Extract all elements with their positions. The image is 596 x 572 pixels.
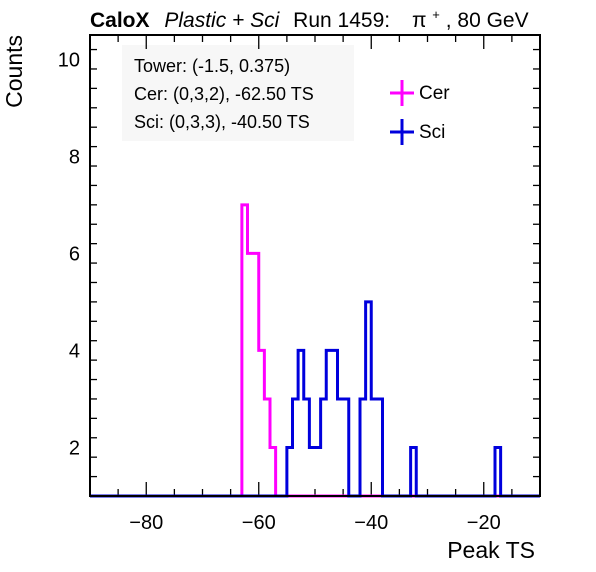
title-brand: CaloX: [90, 9, 150, 32]
x-axis-title: Peak TS: [447, 537, 535, 563]
title-particle-charge: +: [432, 7, 440, 22]
y-tick-label: 10: [58, 49, 80, 71]
y-tick-label: 4: [69, 340, 80, 362]
x-tick-label: −40: [354, 512, 388, 534]
histogram-series: [90, 203, 540, 498]
series-sci-line: [90, 300, 540, 498]
title-particle: π: [412, 9, 427, 32]
y-axis-title: Counts: [1, 35, 27, 108]
legend-sci-label: Sci: [419, 122, 445, 143]
title-run: Run 1459:: [293, 9, 390, 32]
legend: Cer Sci: [390, 80, 450, 145]
title-energy: , 80 GeV: [446, 9, 529, 32]
info-sci: Sci: (0,3,3), -40.50 TS: [134, 112, 310, 132]
info-tower: Tower: (-1.5, 0.375): [134, 56, 290, 76]
legend-cer-label: Cer: [419, 83, 450, 104]
y-tick-label: 2: [69, 437, 80, 459]
info-cer: Cer: (0,3,2), -62.50 TS: [134, 84, 314, 104]
series-cer-line: [90, 203, 540, 498]
legend-entry-sci: Sci: [390, 119, 445, 145]
x-tick-label: −20: [467, 512, 501, 534]
legend-entry-cer: Cer: [390, 80, 450, 106]
chart-title: CaloX Plastic + Sci Run 1459: π + , 80 G…: [90, 1, 529, 32]
x-tick-label: −80: [129, 512, 163, 534]
y-tick-label: 6: [69, 243, 80, 265]
x-tick-label: −60: [242, 512, 276, 534]
info-box: [122, 45, 354, 141]
title-subtitle: Plastic + Sci: [164, 9, 280, 32]
plot-frame: [89, 34, 541, 497]
y-tick-label: 8: [69, 146, 80, 168]
tick-labels: −80 −60 −40 −20 2 4 6 8 10: [58, 49, 501, 534]
